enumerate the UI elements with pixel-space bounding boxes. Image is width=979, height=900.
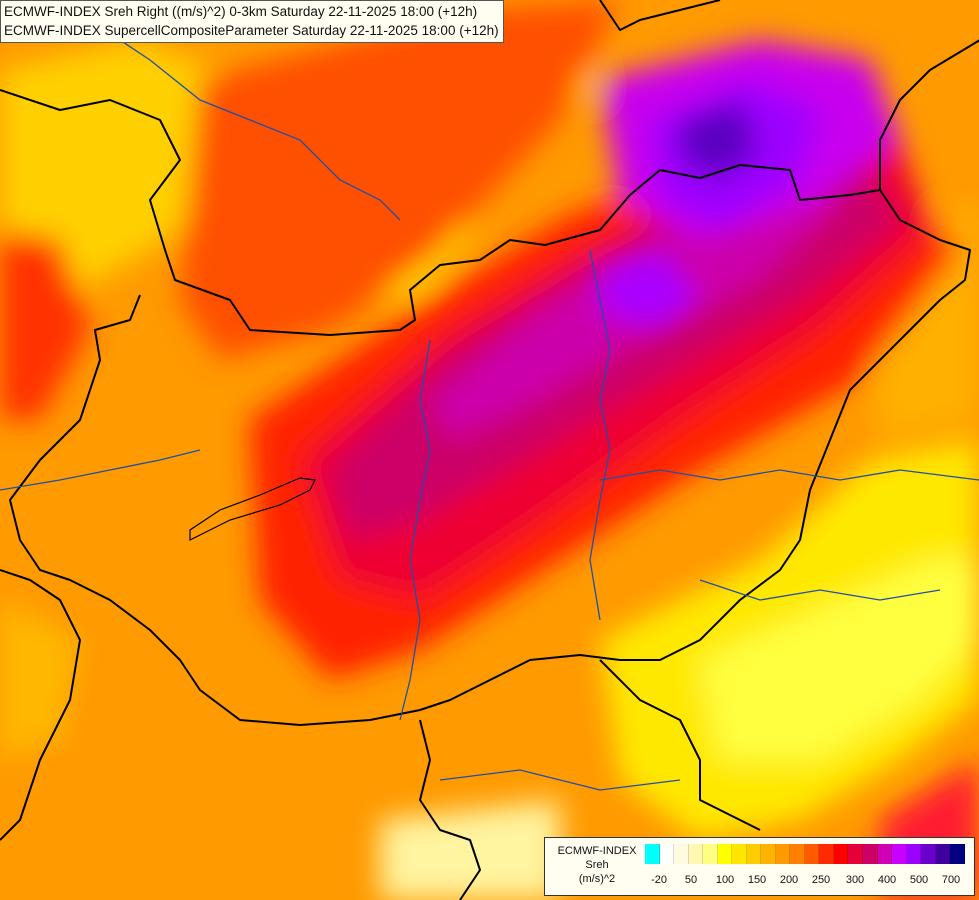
lake-balaton	[189, 477, 316, 541]
rivers	[0, 39, 979, 791]
legend-swatch	[761, 844, 776, 864]
legend-swatch	[717, 844, 733, 864]
legend-tick-label: 700	[941, 874, 961, 886]
legend-swatch	[921, 844, 936, 864]
legend-swatch	[819, 844, 834, 864]
legend-swatch	[848, 844, 863, 864]
legend-swatch	[674, 844, 689, 864]
legend-swatch	[935, 844, 951, 864]
legend-tick-label: 500	[909, 874, 929, 886]
color-legend: ECMWF-INDEX Sreh (m/s)^2 -20 50 100 150 200 2…	[544, 837, 975, 896]
legend-title: ECMWF-INDEX Sreh (m/s)^2	[549, 844, 645, 886]
legend-tick-labels: -20 50 100 150 200 250 300 400 500 700	[645, 874, 971, 890]
legend-swatch	[833, 844, 849, 864]
legend-swatch	[892, 844, 907, 864]
map-title-line-1: ECMWF-INDEX Sreh Right ((m/s)^2) 0-3km S…	[4, 4, 478, 19]
legend-swatch	[804, 844, 820, 864]
legend-tick-label: 150	[747, 874, 767, 886]
legend-color-bar	[645, 844, 965, 864]
legend-swatch	[906, 844, 922, 864]
map-title-box: ECMWF-INDEX Sreh Right ((m/s)^2) 0-3km S…	[0, 0, 504, 43]
legend-swatch	[746, 844, 762, 864]
legend-swatch	[950, 844, 965, 864]
legend-swatch	[862, 844, 878, 864]
legend-tick-label: 50	[684, 874, 698, 886]
legend-swatch	[688, 844, 704, 864]
legend-swatch	[732, 844, 747, 864]
legend-swatch	[790, 844, 805, 864]
legend-tick-label: 250	[811, 874, 831, 886]
legend-tick-label: 400	[877, 874, 897, 886]
legend-swatch	[645, 844, 660, 864]
legend-unit: (m/s)^2	[578, 873, 616, 885]
map-title-line-2: ECMWF-INDEX SupercellCompositeParameter …	[4, 23, 499, 38]
legend-swatch	[703, 844, 718, 864]
legend-model: ECMWF-INDEX	[557, 845, 637, 857]
legend-swatch	[659, 844, 675, 864]
legend-tick-label: 100	[715, 874, 735, 886]
legend-tick-label: 200	[779, 874, 799, 886]
legend-parameter: Sreh	[585, 859, 609, 871]
legend-tick-label: -20	[651, 874, 667, 886]
legend-swatch	[877, 844, 893, 864]
legend-swatch	[775, 844, 791, 864]
legend-tick-label: 300	[845, 874, 865, 886]
